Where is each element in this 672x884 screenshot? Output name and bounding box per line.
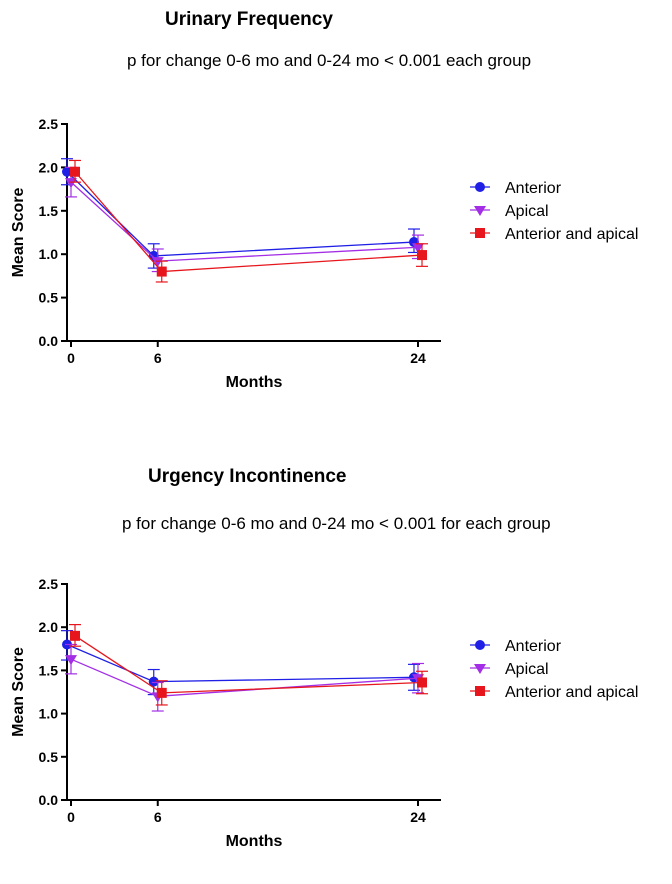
legend-item-anterior: Anterior — [470, 180, 562, 197]
legend-item-anterior-and-apical: Anterior and apical — [470, 684, 638, 701]
line-chart-urgency-incontinence: 0.0 0.5 1.0 1.5 2.0 2.5 0 6 24 Months Mean Score An… — [10, 576, 638, 850]
legend-marker — [474, 206, 486, 216]
legend-label: Anterior and apical — [505, 226, 638, 243]
chart-subtitle: p for change 0-6 mo and 0-24 mo < 0.001 … — [127, 51, 532, 70]
y-tick-label: 2.0 — [39, 619, 59, 635]
x-axis-title: Months — [226, 833, 283, 850]
chart-panel-urinary-frequency: Urinary Frequency p for change 0-6 mo an… — [0, 0, 672, 424]
series-line-anterior — [66, 643, 415, 683]
data-point-anterior-and-apical — [417, 677, 427, 688]
series-anterior-and-apical — [69, 624, 428, 706]
data-point-apical — [65, 655, 77, 666]
y-tick-label: 2.5 — [39, 576, 59, 592]
series-line-anterior — [66, 171, 415, 257]
x-tick-label: 24 — [410, 350, 426, 366]
legend-item-apical: Apical — [470, 203, 549, 220]
chart-title: Urgency Incontinence — [148, 466, 347, 487]
x-tick-label: 0 — [67, 350, 75, 366]
series-anterior — [61, 630, 420, 696]
chart-panel-urgency-incontinence: Urgency Incontinence p for change 0-6 mo… — [0, 460, 672, 884]
data-point-anterior-and-apical — [156, 266, 167, 277]
series-anterior — [61, 158, 420, 269]
y-tick-label: 0.0 — [39, 792, 59, 808]
legend-marker — [474, 664, 486, 674]
series-apical — [65, 166, 424, 273]
legend-item-apical: Apical — [470, 661, 549, 678]
data-point-apical — [412, 243, 424, 254]
y-tick-label: 1.5 — [39, 203, 59, 219]
legend-item-anterior: Anterior — [470, 638, 562, 655]
x-tick-label: 6 — [154, 350, 162, 366]
legend-label: Anterior — [505, 180, 562, 197]
y-tick-label: 0.0 — [39, 333, 59, 349]
x-tick-label: 24 — [410, 809, 426, 825]
series-line-anterior-and-apical — [74, 635, 423, 694]
legend-marker — [475, 686, 485, 696]
series-anterior-and-apical — [69, 159, 428, 283]
legend-label: Anterior and apical — [505, 684, 638, 701]
y-tick-label: 1.5 — [39, 662, 59, 678]
data-point-anterior-and-apical — [417, 250, 427, 261]
y-axis-title: Mean Score — [10, 647, 27, 737]
legend-label: Apical — [505, 203, 549, 220]
y-tick-label: 1.0 — [39, 246, 59, 262]
legend-label: Anterior — [505, 638, 562, 655]
x-tick-label: 0 — [67, 809, 75, 825]
legend-marker — [475, 228, 485, 238]
chart-subtitle: p for change 0-6 mo and 0-24 mo < 0.001 … — [122, 514, 551, 533]
y-tick-label: 0.5 — [39, 749, 59, 765]
y-axis-title: Mean Score — [10, 187, 27, 277]
data-point-anterior — [62, 166, 72, 177]
x-axis-title: Months — [226, 374, 283, 391]
series-line-apical — [70, 181, 419, 262]
legend-marker — [475, 640, 485, 650]
data-point-anterior-and-apical — [70, 630, 80, 641]
legend-marker — [475, 182, 485, 192]
legend-label: Apical — [505, 661, 549, 678]
legend-item-anterior-and-apical: Anterior and apical — [470, 226, 638, 243]
data-point-anterior-and-apical — [70, 166, 80, 177]
y-tick-label: 1.0 — [39, 706, 59, 722]
y-tick-label: 0.5 — [39, 290, 59, 306]
line-chart-urinary-frequency: 0.0 0.5 1.0 1.5 2.0 2.5 0 6 24 Months Mean Score An… — [10, 116, 638, 391]
data-point-apical — [151, 257, 164, 268]
data-point-anterior — [148, 676, 159, 687]
x-tick-label: 6 — [154, 809, 162, 825]
y-tick-label: 2.5 — [39, 116, 59, 132]
chart-title: Urinary Frequency — [165, 9, 333, 30]
y-tick-label: 2.0 — [39, 159, 59, 175]
data-point-anterior-and-apical — [156, 687, 167, 698]
data-point-apical — [65, 178, 77, 189]
